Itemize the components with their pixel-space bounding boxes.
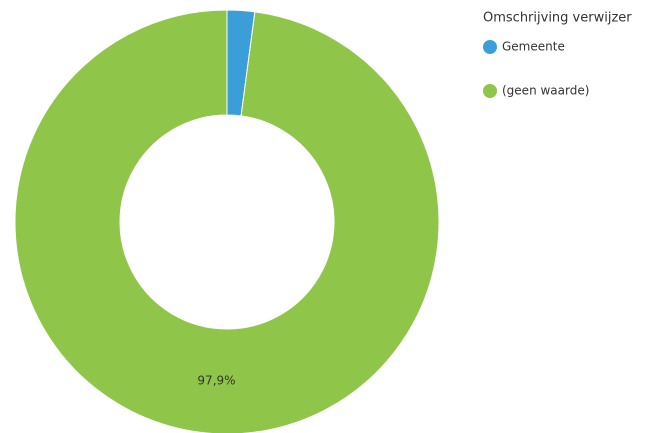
legend-label: Gemeente — [502, 40, 565, 54]
slice — [14, 9, 440, 433]
legend-title: Omschrijving verwijzer — [483, 11, 632, 26]
legend: Gemeente (geen waarde) — [483, 40, 589, 98]
legend-swatch — [483, 84, 497, 98]
data-label: 97,9% — [197, 374, 235, 388]
legend-swatch — [483, 40, 497, 54]
legend-label: (geen waarde) — [502, 84, 589, 98]
donut: 97,9% — [14, 9, 440, 433]
